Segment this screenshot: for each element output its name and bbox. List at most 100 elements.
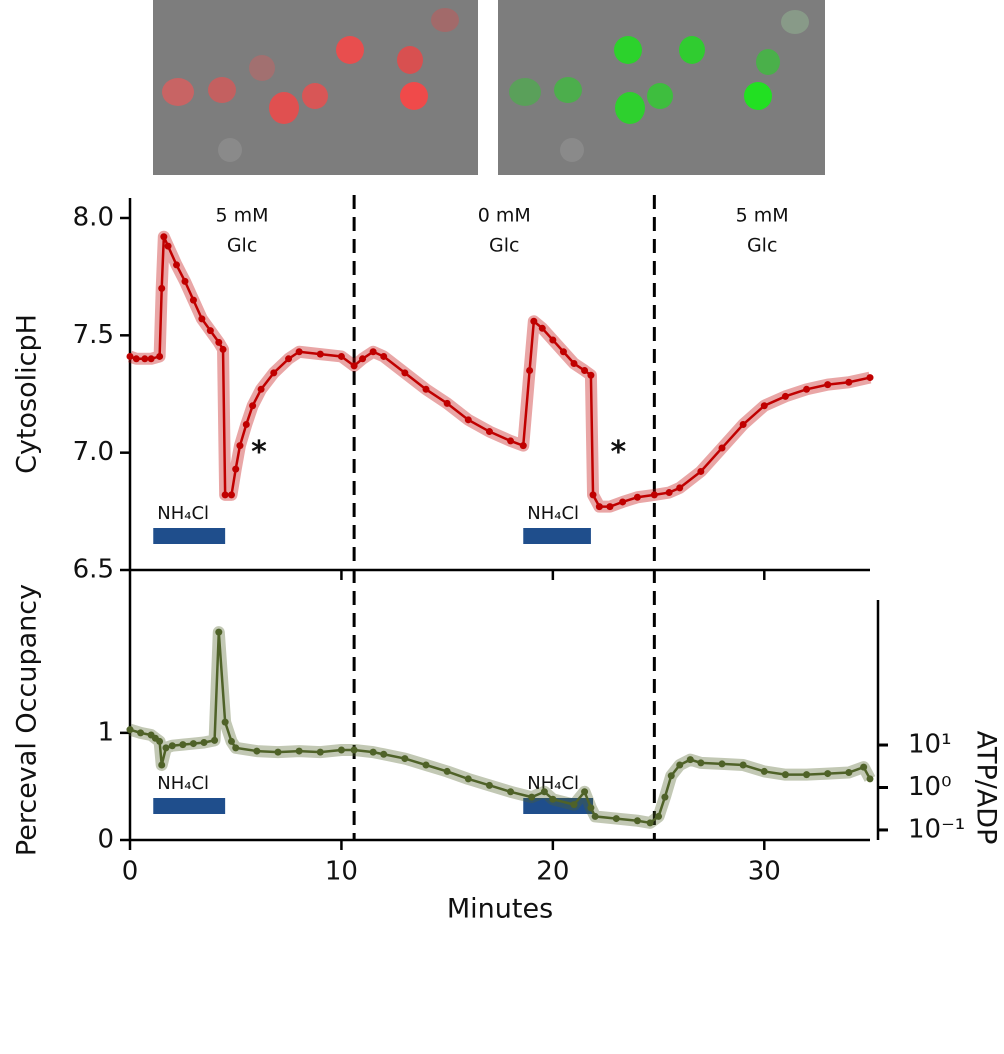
micrograph-green: [498, 0, 825, 175]
y-tick-label: 7.0: [73, 437, 114, 467]
treatment-bar: [523, 528, 591, 544]
y-tick-label: 7.5: [73, 320, 114, 350]
data-point: [232, 465, 240, 473]
data-point: [464, 416, 472, 424]
annotation: *: [251, 435, 267, 470]
data-point: [781, 771, 789, 779]
data-point: [540, 788, 548, 796]
data-point: [443, 399, 451, 407]
data-point: [739, 761, 747, 769]
data-point: [227, 491, 235, 499]
data-point: [655, 812, 663, 820]
data-point: [587, 804, 595, 812]
data-point: [219, 345, 227, 353]
data-point: [401, 369, 409, 377]
data-point: [845, 769, 853, 776]
data-point: [158, 761, 166, 769]
data-point: [242, 421, 250, 429]
data-point: [526, 367, 534, 375]
data-point: [270, 369, 278, 377]
data-point: [549, 795, 557, 803]
data-point: [650, 491, 658, 499]
data-point: [236, 442, 244, 450]
data-point: [619, 498, 627, 506]
data-point: [221, 718, 229, 726]
y-axis-label: Perceval Occupancy: [12, 584, 43, 856]
data-point: [380, 750, 388, 758]
data-point: [803, 771, 811, 779]
data-point: [781, 392, 789, 400]
data-point: [528, 793, 536, 801]
data-point: [179, 741, 187, 749]
y2-tick-label: 10⁰: [908, 772, 952, 802]
data-point: [589, 491, 597, 499]
data-point: [443, 767, 451, 775]
data-point: [860, 763, 868, 771]
data-point: [156, 737, 164, 745]
data-point: [215, 628, 223, 636]
data-point: [697, 467, 705, 475]
phase-label: Glc: [489, 235, 519, 257]
data-point: [162, 744, 170, 752]
data-point: [507, 788, 515, 796]
data-point: [350, 362, 358, 370]
phase-label: Glc: [747, 235, 777, 257]
treatment-label: NH₄Cl: [157, 773, 209, 794]
data-point: [126, 726, 134, 734]
data-point: [646, 819, 654, 827]
data-point: [350, 746, 358, 754]
x-tick-label: 30: [748, 857, 781, 887]
data-point: [686, 756, 694, 764]
data-point: [661, 793, 669, 801]
y2-axis-label: ATP/ADP: [971, 731, 1002, 845]
data-point: [316, 748, 324, 756]
data-point: [676, 761, 684, 769]
y-tick-label: 0: [97, 825, 114, 855]
series-band: [127, 230, 872, 513]
data-point: [316, 350, 324, 358]
data-point: [211, 736, 219, 744]
data-point: [168, 742, 176, 750]
data-point: [549, 336, 557, 344]
phase-label: 0 mM: [478, 205, 531, 227]
data-point: [337, 352, 345, 360]
data-point: [295, 348, 303, 356]
data-point: [249, 402, 257, 410]
data-point: [359, 355, 367, 363]
data-point: [587, 371, 595, 379]
data-point: [422, 385, 430, 393]
data-point: [538, 324, 546, 332]
phase-label: Glc: [227, 235, 257, 257]
data-point: [824, 381, 832, 389]
data-point: [667, 772, 675, 780]
data-point: [422, 761, 430, 769]
treatment-bar: [153, 528, 226, 544]
data-point: [257, 385, 265, 393]
data-point: [866, 775, 874, 783]
y-axis-label: CytosolicpH: [12, 314, 43, 474]
data-point: [570, 801, 578, 809]
y2-tick-label: 10⁻¹: [908, 814, 965, 844]
data-point: [369, 348, 377, 356]
data-point: [760, 402, 768, 410]
data-point: [147, 355, 155, 363]
data-point: [760, 767, 768, 775]
data-point: [200, 739, 208, 746]
data-point: [591, 812, 599, 820]
treatment-label: NH₄Cl: [527, 503, 579, 524]
data-point: [739, 421, 747, 429]
data-point: [221, 491, 229, 499]
data-point: [232, 744, 240, 752]
annotation: *: [611, 435, 627, 470]
data-point: [866, 374, 874, 382]
data-point: [132, 355, 140, 363]
data-point: [137, 729, 145, 737]
data-point: [126, 352, 134, 360]
data-point: [581, 788, 589, 796]
data-point: [189, 296, 197, 304]
data-point: [337, 746, 345, 754]
data-point: [606, 503, 614, 511]
data-point: [559, 348, 567, 356]
data-point: [485, 428, 493, 436]
data-point: [380, 352, 388, 360]
